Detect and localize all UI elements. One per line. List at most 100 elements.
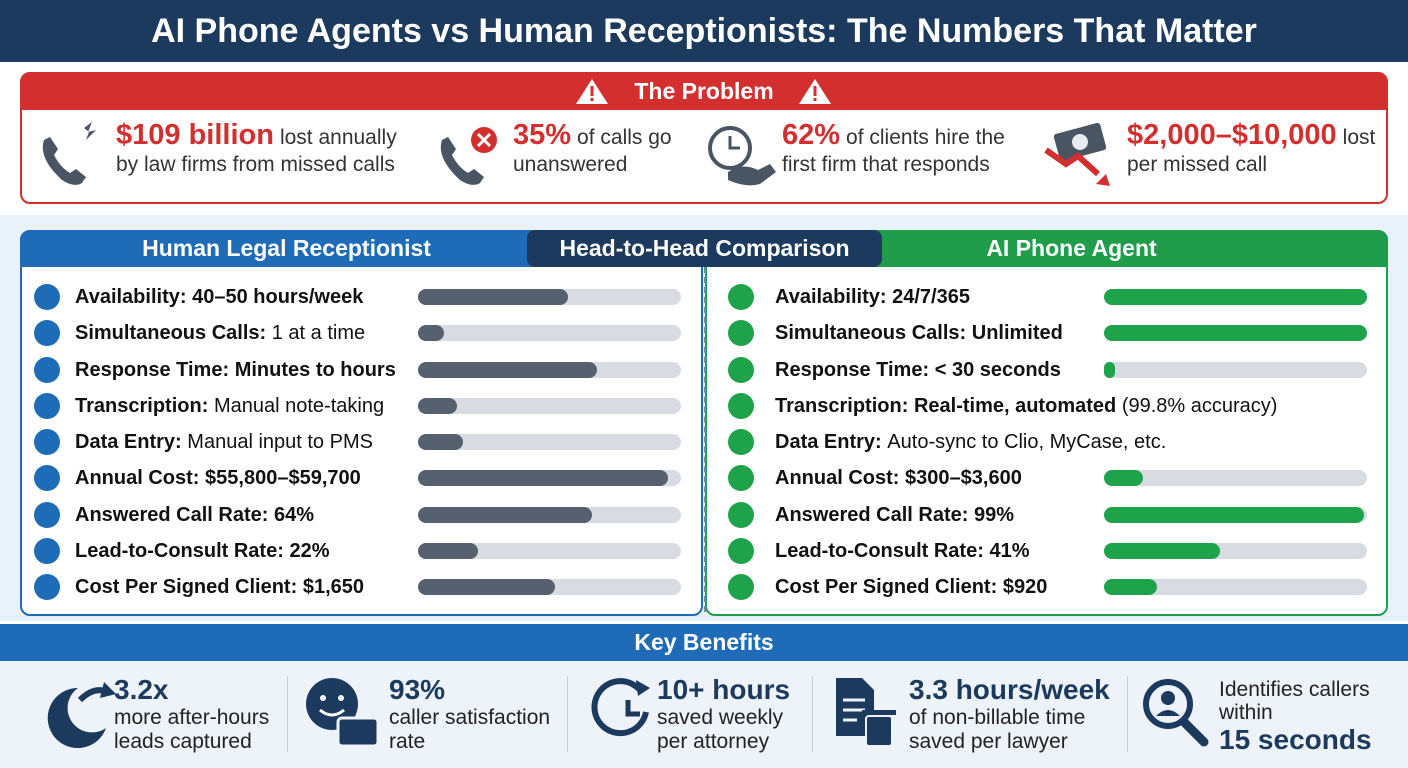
- bar-track: [1104, 579, 1367, 595]
- bar: [1104, 506, 1365, 523]
- benefit-highlight: 15 seconds: [1219, 724, 1372, 755]
- bar: [418, 434, 463, 450]
- row-icon: [34, 356, 60, 383]
- row-icon: [728, 356, 754, 383]
- bar: [418, 542, 479, 559]
- divider: [1127, 676, 1128, 752]
- row-icon: [34, 501, 60, 528]
- row-value: Manual note-taking: [213, 394, 385, 417]
- row-label: Response Time:: [75, 358, 230, 381]
- bar: [1104, 325, 1367, 342]
- row-label: Response Time:: [775, 358, 930, 381]
- row-icon: [728, 392, 754, 419]
- row-value: $1,650: [302, 576, 365, 598]
- benefit-text: caller satisfaction rate: [389, 706, 551, 753]
- row-label: Annual Cost:: [775, 467, 900, 490]
- row-label: Lead-to-Consult Rate:: [775, 539, 984, 562]
- bar: [418, 470, 668, 487]
- benefit-highlight: 3.2x: [114, 674, 169, 705]
- row-text: Lead-to-Consult Rate: 22%: [75, 539, 330, 563]
- row-value: 64%: [273, 503, 315, 526]
- row-label: Cost Per Signed Client:: [75, 576, 298, 598]
- row-value: Manual input to PMS: [187, 431, 373, 453]
- problem-heading: The Problem: [20, 72, 1388, 110]
- row-text: Cost Per Signed Client: $1,650: [75, 575, 364, 599]
- row-label: Transcription:: [75, 394, 209, 417]
- row-text: Data Entry: Auto-sync to Clio, MyCase, et…: [775, 430, 1166, 454]
- bar: [418, 579, 555, 595]
- row-text: Data Entry: Manual input to PMS: [75, 430, 373, 454]
- bar-track: [1104, 361, 1367, 378]
- row-value: $300–$3,600: [905, 467, 1022, 490]
- row-text: Answered Call Rate: 64%: [75, 503, 314, 527]
- benefit: 93% caller satisfaction rate: [389, 674, 564, 754]
- bar-track: [418, 542, 681, 559]
- row-value: Real-time, automated: [913, 394, 1117, 417]
- row-label: Answered Call Rate:: [75, 503, 269, 526]
- benefit-highlight: 93%: [389, 674, 446, 705]
- row-label: Data Entry:: [775, 431, 882, 453]
- row-value: 99%: [973, 503, 1015, 526]
- row-icon: [728, 465, 754, 492]
- bar: [1104, 289, 1367, 305]
- bar: [1104, 579, 1157, 595]
- row-icon: [34, 537, 60, 564]
- bar-track: [418, 434, 681, 450]
- panel-heading: AI Phone Agent: [705, 230, 1388, 267]
- row-value: 41%: [989, 539, 1030, 562]
- row-label: Answered Call Rate:: [775, 503, 969, 526]
- row-text: Cost Per Signed Client: $920: [775, 575, 1047, 599]
- row-label: Availability:: [775, 286, 887, 308]
- bar-track: [418, 397, 681, 414]
- benefit-text: saved weekly per attorney: [657, 706, 784, 753]
- row-icon: [728, 284, 754, 310]
- divider: [812, 676, 813, 752]
- divider: [704, 267, 706, 612]
- problem-highlight: $109 billion: [116, 119, 274, 151]
- row-icon: [728, 429, 754, 455]
- bar: [418, 397, 458, 414]
- bar: [418, 325, 445, 342]
- row-label: Lead-to-Consult Rate:: [75, 539, 284, 562]
- row-icon: [34, 284, 60, 310]
- bar: [418, 506, 592, 523]
- benefits-heading: Key Benefits: [0, 624, 1408, 661]
- row-value: Auto-sync to Clio, MyCase, etc.: [887, 431, 1167, 453]
- row-value: 1 at a time: [271, 322, 366, 345]
- bar: [418, 361, 597, 378]
- row-value: < 30 seconds: [934, 358, 1061, 381]
- problem-text: of calls go unanswered: [513, 126, 672, 176]
- benefit-text: of non-billable time saved per lawyer: [909, 706, 1086, 753]
- bar: [1104, 361, 1115, 378]
- row-text: Simultaneous Calls: Unlimited: [775, 321, 1063, 345]
- row-icon: [34, 429, 60, 455]
- row-icon: [34, 320, 60, 347]
- row-text: Answered Call Rate: 99%: [775, 503, 1014, 527]
- row-icon: [34, 574, 60, 600]
- bar-track: [1104, 470, 1367, 487]
- row-value: 22%: [289, 539, 330, 562]
- problem-text: of clients hire the first firm that resp…: [782, 126, 1005, 176]
- row-value: 40–50 hours/week: [192, 286, 364, 308]
- row-note: (99.8% accuracy): [1121, 394, 1278, 417]
- bar-track: [418, 325, 681, 342]
- row-value: 24/7/365: [892, 286, 970, 308]
- bar: [418, 289, 568, 305]
- row-text: Lead-to-Consult Rate: 41%: [775, 539, 1030, 563]
- benefit: 3.2x more after-hours leads captured: [114, 674, 284, 754]
- row-icon: [728, 537, 754, 564]
- row-icon: [728, 574, 754, 600]
- benefit-text: Identifies callers within: [1219, 678, 1370, 724]
- row-value: Minutes to hours: [234, 358, 396, 381]
- benefit-highlight: 10+ hours: [657, 674, 791, 705]
- divider: [567, 676, 568, 752]
- row-text: Transcription: Manual note-taking: [75, 394, 384, 418]
- row-value: $55,800–$59,700: [205, 467, 361, 490]
- benefit-highlight: 3.3 hours/week: [909, 674, 1110, 705]
- row-icon: [728, 320, 754, 347]
- benefit: 3.3 hours/week of non-billable time saved…: [909, 674, 1124, 754]
- problem-item: 35% of calls go unanswered: [513, 121, 693, 178]
- title: AI Phone Agents vs Human Receptionists: …: [0, 0, 1408, 62]
- problem-item: $2,000–$10,000 lost per missed call: [1127, 121, 1377, 178]
